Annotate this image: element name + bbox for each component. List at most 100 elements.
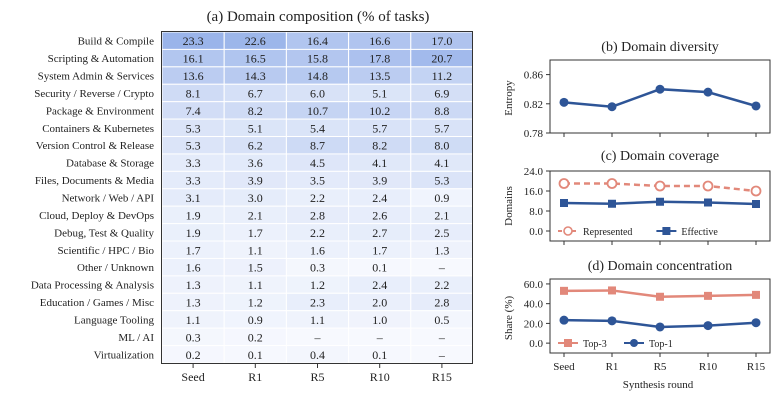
heatmap-cell-value: 20.7 xyxy=(431,52,452,66)
coverage-title: (c) Domain coverage xyxy=(601,149,719,164)
heatmap-cell-value: 16.5 xyxy=(245,52,266,66)
heatmap-cell-value: 1.3 xyxy=(186,278,201,292)
heatmap-column-label: R5 xyxy=(310,370,324,384)
data-point xyxy=(752,290,760,299)
legend-label: Represented xyxy=(583,227,632,238)
heatmap-row-label: Data Processing & Analysis xyxy=(31,280,154,292)
heatmap-row-label: Network / Web / API xyxy=(62,192,155,204)
heatmap-cell-value: 3.3 xyxy=(186,156,201,170)
data-point xyxy=(703,87,713,97)
heatmap-row-label: Education / Games / Misc xyxy=(40,297,154,309)
heatmap-cell-value: 1.9 xyxy=(186,208,201,222)
heatmap-row-label: Language Tooling xyxy=(74,314,154,326)
heatmap-cell-value: 16.1 xyxy=(183,52,204,66)
concentration-ylabel: Share (%) xyxy=(503,296,515,341)
heatmap-cell-value: 8.0 xyxy=(434,139,449,153)
heatmap-cell-value: 0.4 xyxy=(310,348,325,362)
heatmap-title: (a) Domain composition (% of tasks) xyxy=(207,9,430,25)
heatmap-cell-value: 22.6 xyxy=(245,34,266,48)
data-point xyxy=(608,199,616,208)
heatmap-cell-value: 2.1 xyxy=(248,208,263,222)
heatmap-column-label: R10 xyxy=(370,370,390,384)
plot-frame xyxy=(549,59,771,134)
y-tick-label: 0.0 xyxy=(529,338,543,350)
heatmap-cell-value: 0.9 xyxy=(434,191,449,205)
heatmap-cell-value: 3.0 xyxy=(248,191,263,205)
data-point xyxy=(559,315,569,325)
heatmap-cell-value: 10.7 xyxy=(307,104,328,118)
heatmap-cell-value: 6.0 xyxy=(310,86,325,100)
y-tick-label: 0.82 xyxy=(524,99,543,111)
heatmap-cell-value: 0.1 xyxy=(248,348,263,362)
heatmap-cell-value: 6.2 xyxy=(248,139,263,153)
heatmap-cell-value: 8.8 xyxy=(434,104,449,118)
legend-marker xyxy=(564,339,572,347)
data-point xyxy=(608,286,616,295)
data-point xyxy=(750,185,762,197)
heatmap-cell-value: 3.9 xyxy=(248,174,263,188)
heatmap-cell-value: 2.7 xyxy=(372,226,387,240)
heatmap-cell-value: – xyxy=(314,330,322,344)
heatmap-cell-value: 1.7 xyxy=(248,226,263,240)
legend-label: Effective xyxy=(681,227,718,238)
heatmap-cell-value: 0.2 xyxy=(248,330,263,344)
heatmap-cell-value: 1.2 xyxy=(248,296,263,310)
heatmap-column-labels: Seed R1 R5 R10 R15 xyxy=(181,364,452,384)
heatmap-cell-value: 0.1 xyxy=(372,348,387,362)
heatmap-cell-value: 1.7 xyxy=(186,243,201,257)
concentration-panel: (d) Domain concentration Share (%) 0.0 20… xyxy=(503,259,771,391)
heatmap-row-label: Package & Environment xyxy=(46,105,154,117)
heatmap-cell-value: 3.1 xyxy=(186,191,201,205)
coverage-ylabel: Domains xyxy=(503,186,515,226)
heatmap-cell-value: 5.7 xyxy=(434,121,449,135)
heatmap-cell-value: 17.0 xyxy=(431,34,452,48)
legend-marker xyxy=(662,227,671,235)
x-tick-label: R5 xyxy=(654,361,667,373)
heatmap-cell-value: 8.7 xyxy=(310,139,325,153)
heatmap-cell-value: 2.5 xyxy=(434,226,449,240)
heatmap-cell-value: 3.6 xyxy=(248,156,263,170)
data-point xyxy=(656,292,664,301)
data-point xyxy=(656,197,664,206)
heatmap-row-label: Database & Storage xyxy=(66,158,154,170)
heatmap-cell-value: 1.7 xyxy=(372,243,387,257)
heatmap-cell-value: 4.5 xyxy=(310,156,325,170)
heatmap-panel: (a) Domain composition (% of tasks) 23.3… xyxy=(31,9,474,384)
heatmap-row-label: Security / Reverse / Crypto xyxy=(34,88,154,100)
data-point xyxy=(558,178,570,189)
series-line xyxy=(564,182,757,193)
heatmap-cell-value: 4.1 xyxy=(372,156,387,170)
heatmap-cell-value: 2.8 xyxy=(434,296,449,310)
heatmap-row-labels: Build & Compile Scripting & Automation Sys… xyxy=(31,36,155,362)
data-point xyxy=(560,199,568,207)
heatmap-cells: 23.3 22.6 16.4 16.6 17.0 16.1 16.5 15.8 17.8 20.7… xyxy=(161,31,474,364)
data-point xyxy=(752,200,760,208)
heatmap-cell-value: 14.8 xyxy=(307,69,328,83)
data-point xyxy=(655,84,665,94)
data-point xyxy=(751,101,761,111)
x-tick-label: R1 xyxy=(606,361,619,373)
heatmap-cell-value: 5.1 xyxy=(248,121,263,135)
heatmap-cell-value: 1.0 xyxy=(372,313,387,327)
heatmap-cell-value: 13.5 xyxy=(369,69,390,83)
heatmap-cell-value: 0.5 xyxy=(434,313,449,327)
heatmap-row-label: Scripting & Automation xyxy=(48,53,155,65)
heatmap-cell-value: 0.3 xyxy=(186,330,201,344)
heatmap-cell-value: 8.1 xyxy=(186,86,201,100)
x-tick-label: Seed xyxy=(553,361,575,373)
concentration-title: (d) Domain concentration xyxy=(588,259,733,274)
legend-marker xyxy=(630,339,638,347)
heatmap-cell-value: 1.3 xyxy=(434,243,449,257)
y-tick-label: 8.0 xyxy=(529,206,543,218)
heatmap-cell-value: 0.3 xyxy=(310,261,325,275)
heatmap-cell-value: 5.3 xyxy=(186,139,201,153)
heatmap-column-label: Seed xyxy=(181,370,204,384)
heatmap-row-label: Virtualization xyxy=(94,349,155,361)
heatmap-column-label: R1 xyxy=(248,370,262,384)
legend-marker xyxy=(563,226,573,236)
heatmap-cell-value: 16.4 xyxy=(307,34,328,48)
heatmap-cell-value: 2.2 xyxy=(310,226,325,240)
data-point xyxy=(606,178,618,189)
data-point xyxy=(704,198,712,207)
